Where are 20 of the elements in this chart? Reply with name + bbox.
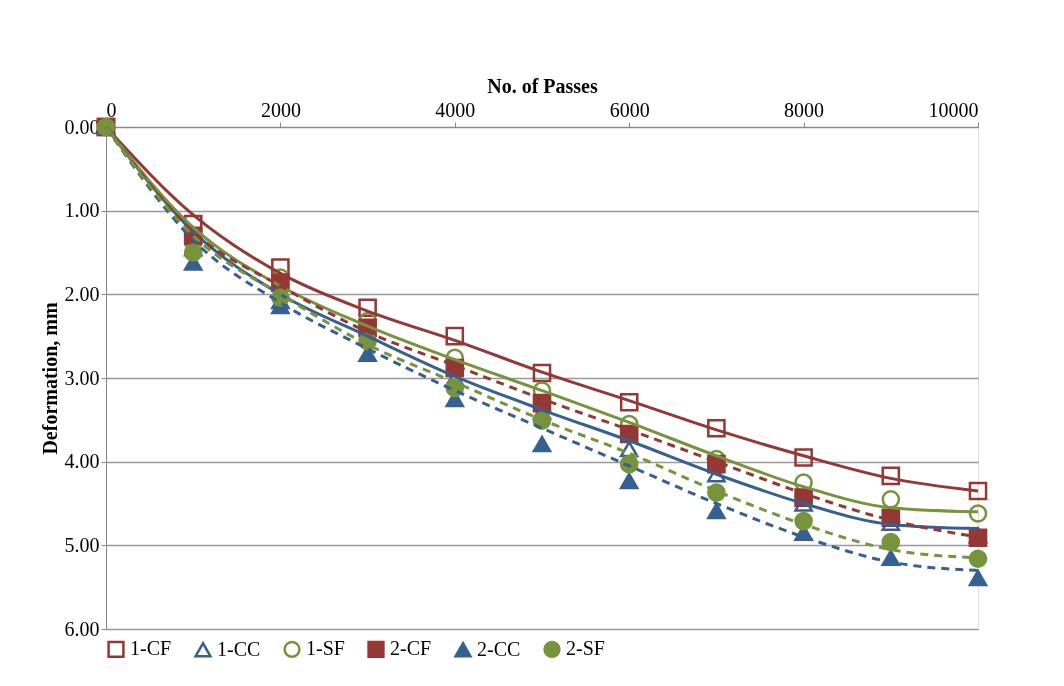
y-tick-label: 4.00	[64, 450, 100, 473]
x-tick-label: 10000	[928, 98, 979, 121]
x-tick-label: 2000	[260, 98, 301, 121]
legend-label: 1-CF	[130, 637, 172, 660]
legend-label: 1-SF	[306, 637, 345, 660]
y-tick-label: 1.00	[64, 199, 100, 222]
legend-label: 2-CF	[390, 637, 432, 660]
legend-label: 2-CC	[477, 637, 521, 660]
x-tick-label: 0	[106, 98, 117, 121]
x-tick-label: 4000	[435, 98, 476, 121]
legend-label: 1-CC	[217, 637, 261, 660]
y-tick-label: 2.00	[64, 282, 100, 305]
y-tick-label: 3.00	[64, 366, 100, 389]
y-tick-label: 6.00	[64, 617, 100, 640]
y-axis-title: Deformation, mm	[38, 302, 61, 455]
x-tick-label: 8000	[784, 98, 825, 121]
legend-label: 2-SF	[566, 637, 605, 660]
x-tick-label: 6000	[609, 98, 650, 121]
y-tick-label: 5.00	[64, 533, 100, 556]
x-axis-title: No. of Passes	[487, 74, 598, 97]
